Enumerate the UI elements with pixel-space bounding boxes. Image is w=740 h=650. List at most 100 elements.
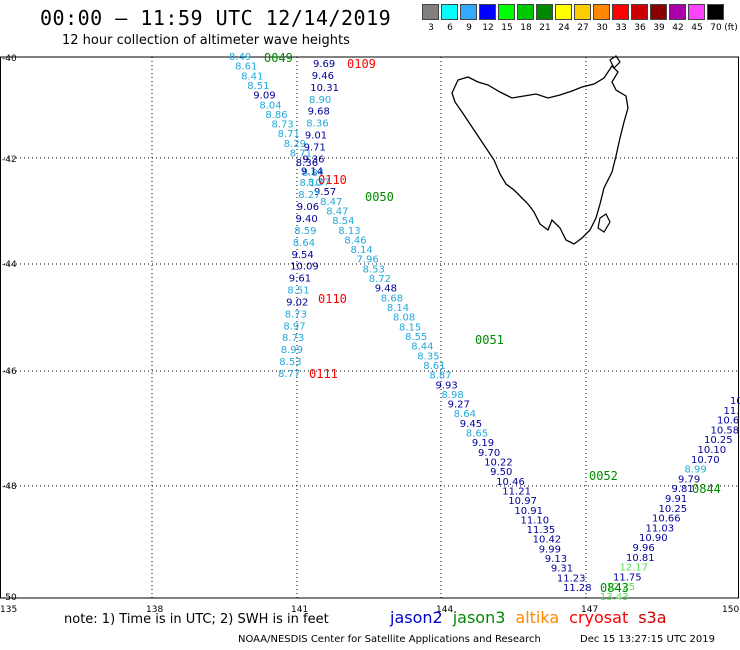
wave-height-value: 10.97 [508, 496, 537, 507]
wave-height-value: 11.10 [521, 515, 550, 526]
lat-lon-grid [0, 56, 740, 598]
satellite-name: s3a [638, 608, 667, 627]
wave-height-value: 8.90 [309, 95, 331, 106]
wave-height-value: 8.14 [351, 245, 373, 256]
wave-height-value: 8.46 [344, 235, 366, 246]
footer-note: note: 1) Time is in UTC; 2) SWH is in fe… [64, 612, 329, 627]
wave-height-value: 10.09 [290, 262, 319, 273]
legend-swatch [650, 4, 667, 20]
wave-height-value: 10.70 [691, 455, 720, 466]
wave-height-value: 9.40 [296, 214, 318, 225]
wave-height-value: 8.99 [685, 465, 707, 476]
wave-height-value: 8.36 [296, 158, 318, 169]
legend-swatch [593, 4, 610, 20]
wave-height-value: 9.31 [551, 564, 573, 575]
wave-height-value: 9.93 [436, 380, 458, 391]
wave-height-value: 8.29 [284, 139, 306, 150]
wave-height-value: 9.36 [302, 154, 324, 165]
legend-label: 30 [596, 23, 608, 33]
wave-height-value: 8.04 [259, 100, 281, 111]
page-title: 00:00 – 11:59 UTC 12/14/2019 [40, 6, 392, 30]
legend-swatch [498, 4, 515, 20]
wave-height-value: 8.97 [283, 321, 305, 332]
lon-label: 135 [0, 605, 17, 615]
wave-height-value: 9.79 [678, 474, 700, 485]
wave-height-value: 8.87 [429, 371, 451, 382]
legend-unit: (ft) [724, 23, 738, 33]
wave-height-value: 9.19 [472, 438, 494, 449]
wave-height-value: 10.22 [484, 458, 513, 469]
wave-height-value: 8.65 [466, 429, 488, 440]
wave-height-value: 12.25 [607, 582, 636, 593]
wave-height-value: 8.99 [281, 345, 303, 356]
wave-height-value: 10.90 [639, 533, 668, 544]
wave-height-value: 11.35 [527, 525, 556, 536]
wave-height-value: 8.37 [308, 178, 330, 189]
pass-time-label: 0110 [318, 292, 347, 306]
satellite-name: jason3 [452, 608, 506, 627]
legend-swatch [669, 4, 686, 20]
generated-timestamp: Dec 15 13:27:15 UTC 2019 [580, 634, 715, 645]
legend-label: 39 [653, 23, 665, 33]
wave-height-value: 12.17 [620, 563, 649, 574]
tasmania-coastline [451, 64, 629, 245]
satellite-name: cryosat [569, 608, 629, 627]
legend-label: 27 [577, 23, 589, 33]
wave-height-value: 9.46 [312, 71, 334, 82]
wave-height-value: 10.81 [626, 553, 655, 564]
pass-time-label: 0111 [309, 367, 338, 381]
lon-label: 144 [436, 605, 453, 615]
legend-label: 6 [447, 23, 453, 33]
pass-time-label: 0843 [600, 581, 629, 595]
lat-label: -46 [2, 367, 17, 377]
wave-height-value: 9.45 [460, 419, 482, 430]
wave-height-value: 9.96 [633, 543, 655, 554]
legend-label: 45 [691, 23, 703, 33]
wave-height-value: 9.09 [253, 91, 275, 102]
pass-time-label: 0110 [318, 173, 347, 187]
page-subtitle: 12 hour collection of altimeter wave hei… [62, 33, 350, 48]
wave-height-value: 11.28 [563, 583, 592, 594]
credit-line: NOAA/NESDIS Center for Satellite Applica… [238, 634, 541, 645]
wave-height-value: 8.27 [298, 190, 320, 201]
wave-height-value: 9.50 [490, 467, 512, 478]
wave-height-value: 9.01 [305, 131, 327, 142]
wave-height-value: 10.68 [717, 416, 740, 427]
wave-height-value: 9.71 [304, 143, 326, 154]
wave-height-value: 9.48 [375, 284, 397, 295]
satellite-key: jason2 jason3 altika cryosat s3a [390, 608, 677, 627]
wave-height-value: 8.53 [279, 357, 301, 368]
wave-height-value: 13.43 [600, 592, 629, 603]
wave-height-value: 9.70 [478, 448, 500, 459]
lon-label: 147 [581, 605, 598, 615]
wave-height-value: 8.51 [247, 81, 269, 92]
legend-label: 33 [615, 23, 627, 33]
lat-label: -40 [2, 54, 17, 64]
map-border [0, 56, 739, 599]
wave-height-value: 11.75 [613, 572, 642, 583]
wave-height-value: 10.31 [310, 83, 339, 94]
legend-swatch [631, 4, 648, 20]
wave-height-value: 8.61 [235, 62, 257, 73]
wave-height-value: 9.91 [665, 494, 687, 505]
wave-height-value: 9.13 [545, 554, 567, 565]
wave-height-value: 8.68 [381, 293, 403, 304]
legend-label: 15 [501, 23, 513, 33]
legend-label: 36 [634, 23, 646, 33]
wave-height-value: 8.41 [241, 71, 263, 82]
wave-height-value: 8.84 [302, 168, 324, 179]
wave-height-value: 8.10 [300, 178, 322, 189]
wave-height-value: 9.68 [308, 107, 330, 118]
wave-height-value: 9.81 [672, 484, 694, 495]
wave-height-value: 11.23 [557, 573, 586, 584]
wave-height-value: 8.15 [399, 322, 421, 333]
pass-time-label: 0050 [365, 190, 394, 204]
wave-height-value: 8.73 [282, 333, 304, 344]
wave-height-value: 11. [724, 406, 740, 417]
wave-height-value: 7.96 [357, 255, 379, 266]
legend-label: 12 [482, 23, 494, 33]
legend-swatch [422, 4, 439, 20]
wave-height-value: 8.77 [278, 369, 300, 380]
wave-height-value: 9.99 [539, 544, 561, 555]
